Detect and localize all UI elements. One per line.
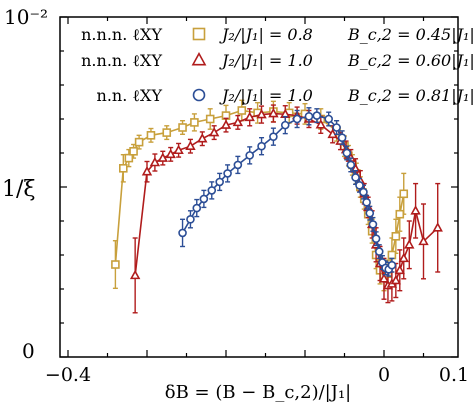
data-point-triangle [220, 119, 232, 129]
data-point-triangle [244, 111, 255, 122]
data-point-triangle [129, 269, 141, 280]
series-circle [178, 107, 397, 277]
data-point-circle [351, 173, 360, 182]
data-point-triangle [185, 140, 196, 150]
data-point-circle [365, 208, 375, 218]
legend-marker-square [192, 27, 206, 41]
data-point-triangle [378, 273, 390, 283]
x-tick-label-zero: 0 [378, 364, 390, 386]
data-point-triangle [394, 264, 406, 275]
legend-field-2: B_c,2 = 0.60|J₁| [347, 51, 474, 70]
data-point-square [237, 106, 247, 115]
data-point-square [399, 189, 409, 199]
data-point-square [395, 209, 405, 219]
legend-field-3: B_c,2 = 0.81|J₁| [347, 86, 474, 105]
data-point-triangle [173, 144, 184, 155]
data-point-circle [178, 228, 187, 238]
data-point-triangle [232, 116, 244, 127]
legend-ratio-3: J₂/|J₁| = 1.0 [219, 86, 313, 105]
data-point-triangle [432, 222, 443, 232]
data-point-circle [257, 141, 266, 151]
data-point-triangle [165, 148, 176, 159]
data-point-circle [324, 114, 334, 124]
data-point-square [124, 153, 134, 163]
data-point-triangle [256, 108, 267, 119]
data-point-triangle [268, 107, 279, 118]
legend: n.n.n. ℓXY J₂/|J₁| = 0.8 B_c,2 = 0.45|J₁… [81, 25, 474, 105]
data-point-circle [337, 133, 347, 142]
data-point-triangle [418, 235, 429, 246]
data-point-circle [371, 234, 381, 243]
data-point-circle [359, 187, 368, 197]
data-point-triangle [410, 205, 421, 215]
data-point-circle [192, 203, 202, 213]
legend-marker-triangle [191, 52, 207, 66]
data-point-circle [292, 114, 302, 124]
data-point-triangle [208, 126, 220, 137]
data-point-triangle [315, 119, 327, 129]
data-point-triangle [141, 166, 153, 176]
data-point-circle [269, 132, 278, 141]
y-tick-label-zero: 0 [22, 339, 35, 363]
data-point-triangle [404, 239, 415, 249]
y-tick-label-top: 10⁻² [4, 5, 48, 29]
data-point-circle [332, 123, 341, 132]
data-point-square [205, 114, 215, 124]
data-point-circle [207, 186, 217, 195]
legend-model-1: n.n.n. ℓXY [81, 25, 162, 44]
x-tick-label-minus-0-4: −0.4 [45, 364, 91, 386]
data-point-square [134, 137, 144, 147]
data-point-circle [215, 177, 224, 187]
axis-ticks [60, 16, 458, 358]
data-point-circle [368, 220, 378, 229]
data-point-square [119, 164, 128, 173]
data-point-square [387, 250, 397, 260]
data-point-square [129, 147, 138, 156]
data-point-circle [387, 260, 397, 270]
data-point-triangle [398, 252, 409, 263]
series-group [111, 99, 443, 314]
legend-model-3: n.n. ℓXY [97, 86, 163, 105]
data-point-circle [233, 160, 243, 170]
data-point-circle [304, 111, 314, 121]
data-point-square [391, 232, 401, 241]
data-point-circle [280, 120, 290, 130]
data-point-square [178, 123, 187, 132]
legend-ratio-1: J₂/|J₁| = 0.8 [219, 25, 313, 44]
data-point-square [190, 118, 199, 127]
series-triangle [129, 104, 443, 314]
data-point-triangle [157, 152, 169, 162]
data-point-triangle [390, 274, 402, 285]
data-point-circle [346, 160, 356, 170]
data-point-triangle [149, 156, 161, 167]
data-point-circle [223, 169, 232, 178]
data-point-circle [355, 181, 364, 190]
data-point-circle [245, 151, 254, 160]
legend-field-1: B_c,2 = 0.45|J₁| [347, 25, 474, 44]
data-point-square [111, 260, 120, 269]
legend-ratio-2: J₂/|J₁| = 1.0 [219, 51, 313, 70]
data-point-circle [362, 198, 371, 207]
x-tick-label-0-1: 0.1 [439, 364, 469, 386]
data-point-circle [374, 247, 384, 256]
legend-model-2: n.n.n. ℓXY [81, 51, 162, 70]
y-axis-label: 1/ξ [2, 177, 36, 202]
data-point-circle [342, 148, 352, 158]
data-point-triangle [197, 133, 208, 143]
legend-marker-circle [192, 88, 206, 102]
data-point-circle [186, 215, 195, 224]
data-point-circle [199, 194, 209, 204]
data-point-circle [312, 111, 322, 120]
data-point-square [162, 128, 172, 137]
x-axis-label: δB = (B − B_c,2)/|J₁| [165, 382, 352, 402]
data-point-square [146, 131, 156, 140]
